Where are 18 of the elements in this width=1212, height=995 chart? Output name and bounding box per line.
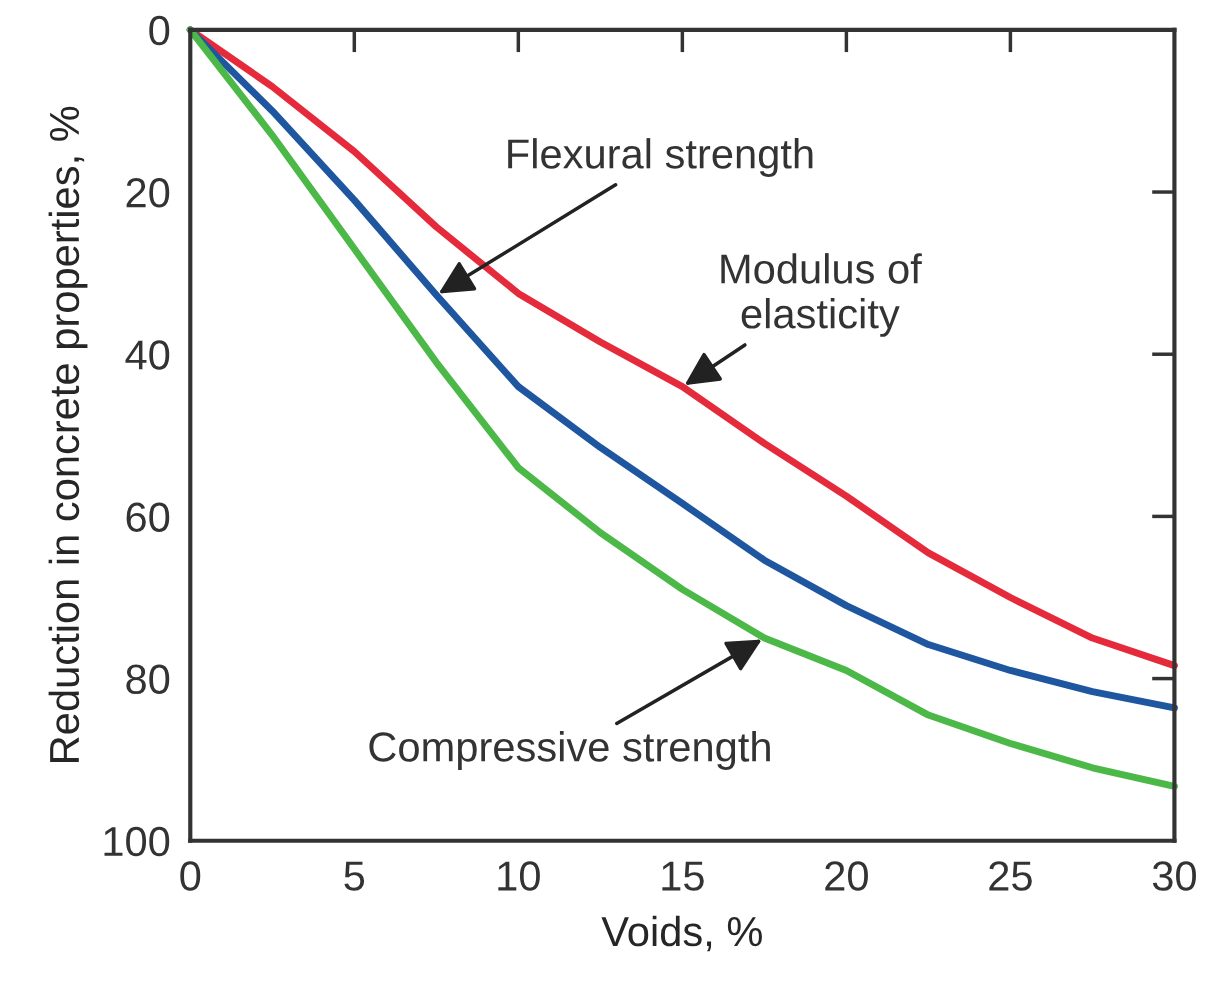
x-tick-label: 10 bbox=[498, 861, 540, 891]
x-axis-title: Voids, % bbox=[601, 915, 762, 952]
x-tick-label: 25 bbox=[989, 861, 1032, 891]
x-tick-label: 0 bbox=[180, 861, 201, 891]
x-tick-label: 30 bbox=[1152, 861, 1196, 891]
y-tick-label: 0 bbox=[149, 15, 170, 46]
y-tick-label: 40 bbox=[125, 340, 170, 370]
x-tick-label: 20 bbox=[825, 861, 868, 891]
x-tick-label: 5 bbox=[344, 861, 365, 891]
x-tick-label: 15 bbox=[662, 861, 704, 891]
annotation: Flexural strength bbox=[508, 138, 813, 177]
y-tick-label: 100 bbox=[104, 826, 170, 857]
y-tick-label: 20 bbox=[126, 178, 170, 208]
y-tick-label: 60 bbox=[126, 502, 170, 532]
annotation: Modulus of elasticity bbox=[721, 253, 922, 337]
annotation: Compressive strength bbox=[369, 731, 770, 770]
y-axis-title: Reduction in concrete properties, % bbox=[48, 106, 88, 762]
y-tick-label: 80 bbox=[126, 664, 170, 695]
